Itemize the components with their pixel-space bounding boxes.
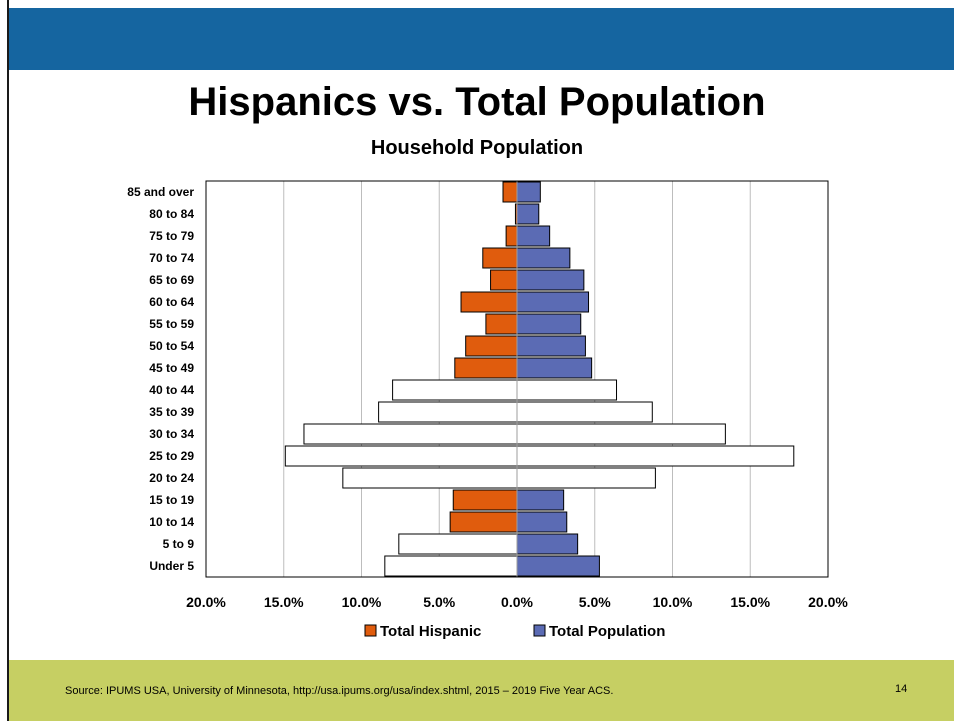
category-label: 70 to 74 <box>149 251 194 265</box>
bar-hispanic <box>303 423 518 445</box>
category-label: 85 and over <box>127 185 194 199</box>
bar-hispanic <box>378 401 518 423</box>
category-label: Under 5 <box>149 559 194 573</box>
bar-total <box>516 247 571 269</box>
category-label: 10 to 14 <box>149 515 194 529</box>
category-label: 30 to 34 <box>149 427 194 441</box>
x-tick-label: 20.0% <box>808 594 848 610</box>
category-label: 75 to 79 <box>149 229 194 243</box>
bar-total <box>516 467 656 489</box>
bar-total <box>516 313 582 335</box>
bar-hispanic <box>460 291 518 313</box>
category-label: 40 to 44 <box>149 383 194 397</box>
bar-hispanic <box>452 489 518 511</box>
bar-total <box>516 335 586 357</box>
x-tick-label: 5.0% <box>423 594 455 610</box>
x-tick-label: 15.0% <box>264 594 304 610</box>
plot-area-frame <box>205 180 829 578</box>
legend-label: Total Population <box>549 623 665 640</box>
legend: Total Hispanic Total Population <box>364 623 665 640</box>
x-tick-labels: 20.0% 15.0% 10.0% 5.0% 0.0% 5.0% 10.0% 15.0% 20.… <box>186 594 848 610</box>
bar-total <box>516 181 541 203</box>
x-tick-label: 20.0% <box>186 594 226 610</box>
bar-hispanic <box>398 533 518 555</box>
footer-band <box>9 660 954 721</box>
category-label: 55 to 59 <box>149 317 194 331</box>
bar-total <box>516 555 600 577</box>
bar-hispanic <box>384 555 518 577</box>
bar-hispanic <box>284 445 518 467</box>
bar-hispanic <box>485 313 518 335</box>
category-label: 80 to 84 <box>149 207 194 221</box>
category-label: 50 to 54 <box>149 339 194 353</box>
bar-hispanic <box>342 467 518 489</box>
x-tick-label: 0.0% <box>501 594 533 610</box>
category-label: 65 to 69 <box>149 273 194 287</box>
bar-total <box>516 269 585 291</box>
bars <box>284 181 795 577</box>
bar-total <box>516 225 551 247</box>
category-label: 35 to 39 <box>149 405 194 419</box>
category-label: 25 to 29 <box>149 449 194 463</box>
bar-hispanic <box>482 247 518 269</box>
left-border-rule <box>7 0 9 721</box>
bar-hispanic <box>392 379 518 401</box>
bar-total <box>516 401 653 423</box>
slide-title: Hispanics vs. Total Population <box>188 80 766 124</box>
x-tick-label: 15.0% <box>730 594 770 610</box>
bar-total <box>516 291 590 313</box>
chart-title: Household Population <box>370 137 584 159</box>
header-band <box>9 8 954 70</box>
x-tick-label: 10.0% <box>342 594 382 610</box>
bar-total <box>516 445 795 467</box>
category-label: 60 to 64 <box>149 295 194 309</box>
bar-hispanic <box>490 269 518 291</box>
bar-total <box>516 379 618 401</box>
bar-total <box>516 489 565 511</box>
population-pyramid-chart: 85 and over 80 to 84 75 to 79 70 to 74 65 to… <box>127 180 848 640</box>
category-labels: 85 and over 80 to 84 75 to 79 70 to 74 65 to… <box>127 185 194 573</box>
category-label: 20 to 24 <box>149 471 194 485</box>
bar-total <box>516 357 593 379</box>
bar-total <box>516 423 726 445</box>
bar-hispanic <box>465 335 518 357</box>
page-number: 14 <box>895 683 908 695</box>
bar-total <box>516 511 568 533</box>
bar-hispanic <box>449 511 518 533</box>
x-tick-label: 5.0% <box>579 594 611 610</box>
bar-hispanic <box>454 357 518 379</box>
bar-hispanic <box>505 225 518 247</box>
legend-swatch <box>533 624 546 637</box>
category-label: 15 to 19 <box>149 493 194 507</box>
legend-swatch <box>364 624 377 637</box>
legend-label: Total Hispanic <box>380 623 481 640</box>
bar-total <box>516 203 540 225</box>
bar-hispanic <box>502 181 518 203</box>
source-note: Source: IPUMS USA, University of Minneso… <box>65 685 614 697</box>
category-label: 5 to 9 <box>163 537 195 551</box>
category-label: 45 to 49 <box>149 361 194 375</box>
x-tick-label: 10.0% <box>653 594 693 610</box>
bar-total <box>516 533 579 555</box>
